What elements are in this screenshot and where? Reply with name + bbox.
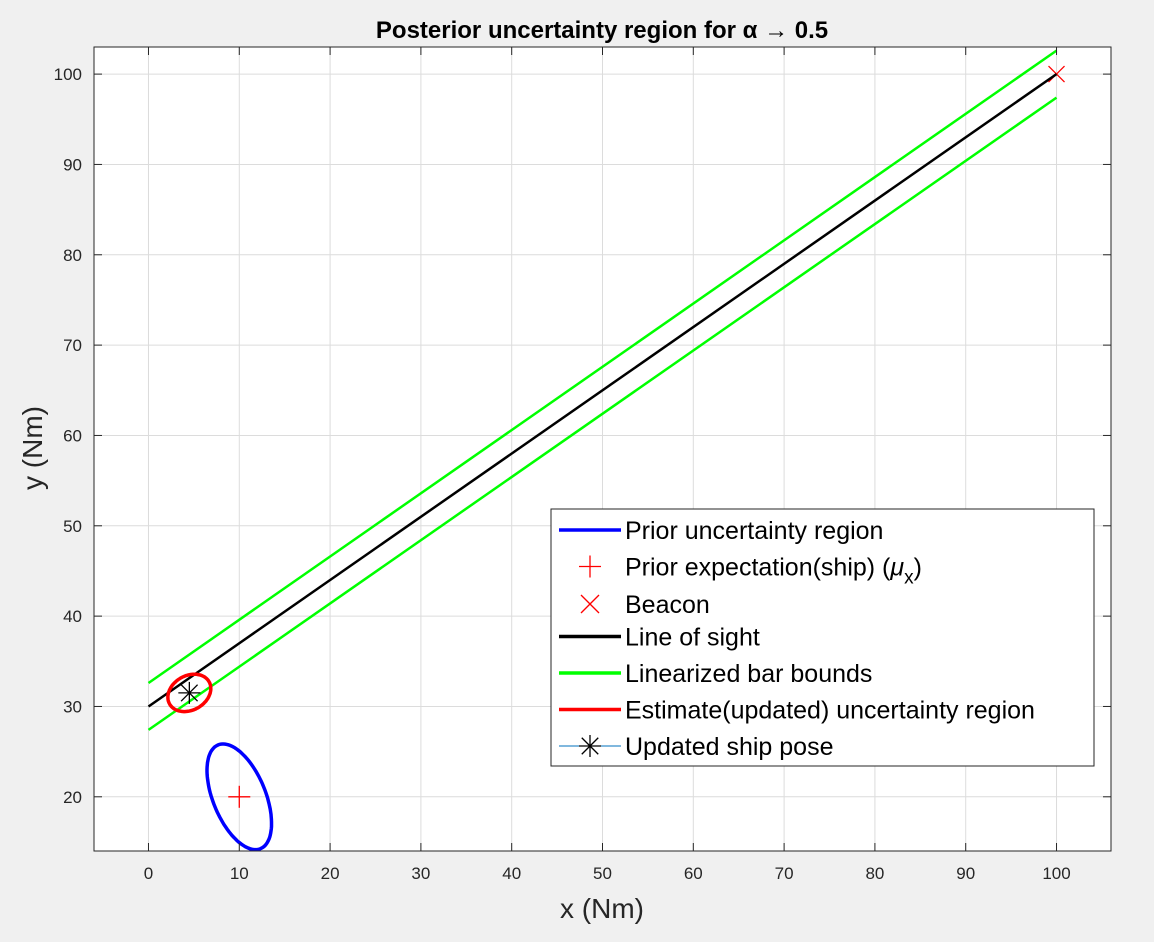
x-tick-label: 10 [230, 864, 249, 883]
prior-expectation-ship-x-marker [228, 785, 251, 808]
y-tick-label: 60 [63, 426, 82, 445]
marker-stroke [1048, 65, 1065, 83]
legend-asterisk-marker [579, 735, 601, 757]
legend-label-subscript: x [904, 568, 914, 589]
linearized-bar-bounds-line-lower [147, 96, 1058, 731]
legend-label: Updated ship pose [625, 733, 833, 761]
legend-marker-symbol [580, 594, 600, 614]
chart-title-text: Posterior uncertainty region for [376, 17, 743, 44]
y-tick-label: 70 [63, 336, 82, 355]
x-tick-label: 60 [684, 864, 703, 883]
legend-label: Line of sight [625, 624, 760, 652]
beacon-marker [1048, 65, 1065, 83]
chart-title-symbol: α → 0.5 [743, 17, 828, 44]
x-tick-label: 20 [321, 864, 340, 883]
y-tick-label: 50 [63, 517, 82, 536]
prior-uncertainty-region-ellipse [205, 742, 274, 852]
y-tick-label: 90 [63, 155, 82, 174]
x-axis-label: x (Nm) [560, 893, 644, 924]
x-tick-label: 40 [502, 864, 521, 883]
legend-label: Estimate(updated) uncertainty region [625, 697, 1035, 725]
y-tick-label: 20 [63, 788, 82, 807]
y-tick-label: 30 [63, 697, 82, 716]
chart-title: Posterior uncertainty region for α → 0.5 [376, 17, 828, 44]
legend-entry: Estimate(updated) uncertainty region [559, 697, 1035, 725]
x-tick-label: 80 [865, 864, 884, 883]
legend-entry: Prior uncertainty region [559, 517, 883, 545]
legend-label: Linearized bar bounds [625, 660, 872, 688]
linearized-bar-bounds-line [147, 49, 1058, 685]
x-tick-label: 0 [144, 864, 153, 883]
legend-label: Prior expectation(ship) (μx) [625, 554, 922, 589]
line-of-sight-line [147, 73, 1058, 708]
legend-entry: Line of sight [559, 624, 760, 652]
y-tick-label: 40 [63, 607, 82, 626]
legend-marker-symbol [579, 555, 601, 578]
marker-stroke [581, 737, 599, 755]
estimate-updated-uncertainty-region-ellipse [166, 672, 213, 714]
legend-entry: Beacon [580, 591, 710, 619]
legend-label-close: ) [914, 554, 922, 582]
marker-stroke [580, 594, 600, 614]
x-tick-label: 50 [593, 864, 612, 883]
y-tick-label: 100 [54, 65, 82, 84]
x-tick-label: 70 [775, 864, 794, 883]
legend-box [550, 508, 1095, 767]
legend-entry: Prior expectation(ship) (μx) [579, 554, 922, 589]
legend-label-mu: μ [889, 554, 904, 582]
legend-label: Beacon [625, 591, 710, 619]
updated-ship-pose-marker [178, 681, 201, 704]
x-tick-label: 90 [956, 864, 975, 883]
legend-label-main: Prior expectation(ship) ( [625, 554, 891, 582]
marker-stroke [180, 684, 199, 702]
legend-entry: Updated ship pose [559, 733, 833, 761]
legend-entry: Linearized bar bounds [559, 660, 872, 688]
plot-content [147, 49, 1065, 852]
axis-ticks: 0 10 20 30 40 50 60 70 80 90 100 20 30 40 50 60 70 80 90 10… [54, 47, 1111, 883]
legend-label: Prior uncertainty region [625, 517, 883, 545]
y-tick-label: 80 [63, 246, 82, 265]
y-axis-label: y (Nm) [17, 406, 48, 490]
x-tick-label: 30 [411, 864, 430, 883]
x-tick-label: 100 [1042, 864, 1070, 883]
legend: Prior uncertainty region Prior expectatio… [550, 508, 1095, 767]
